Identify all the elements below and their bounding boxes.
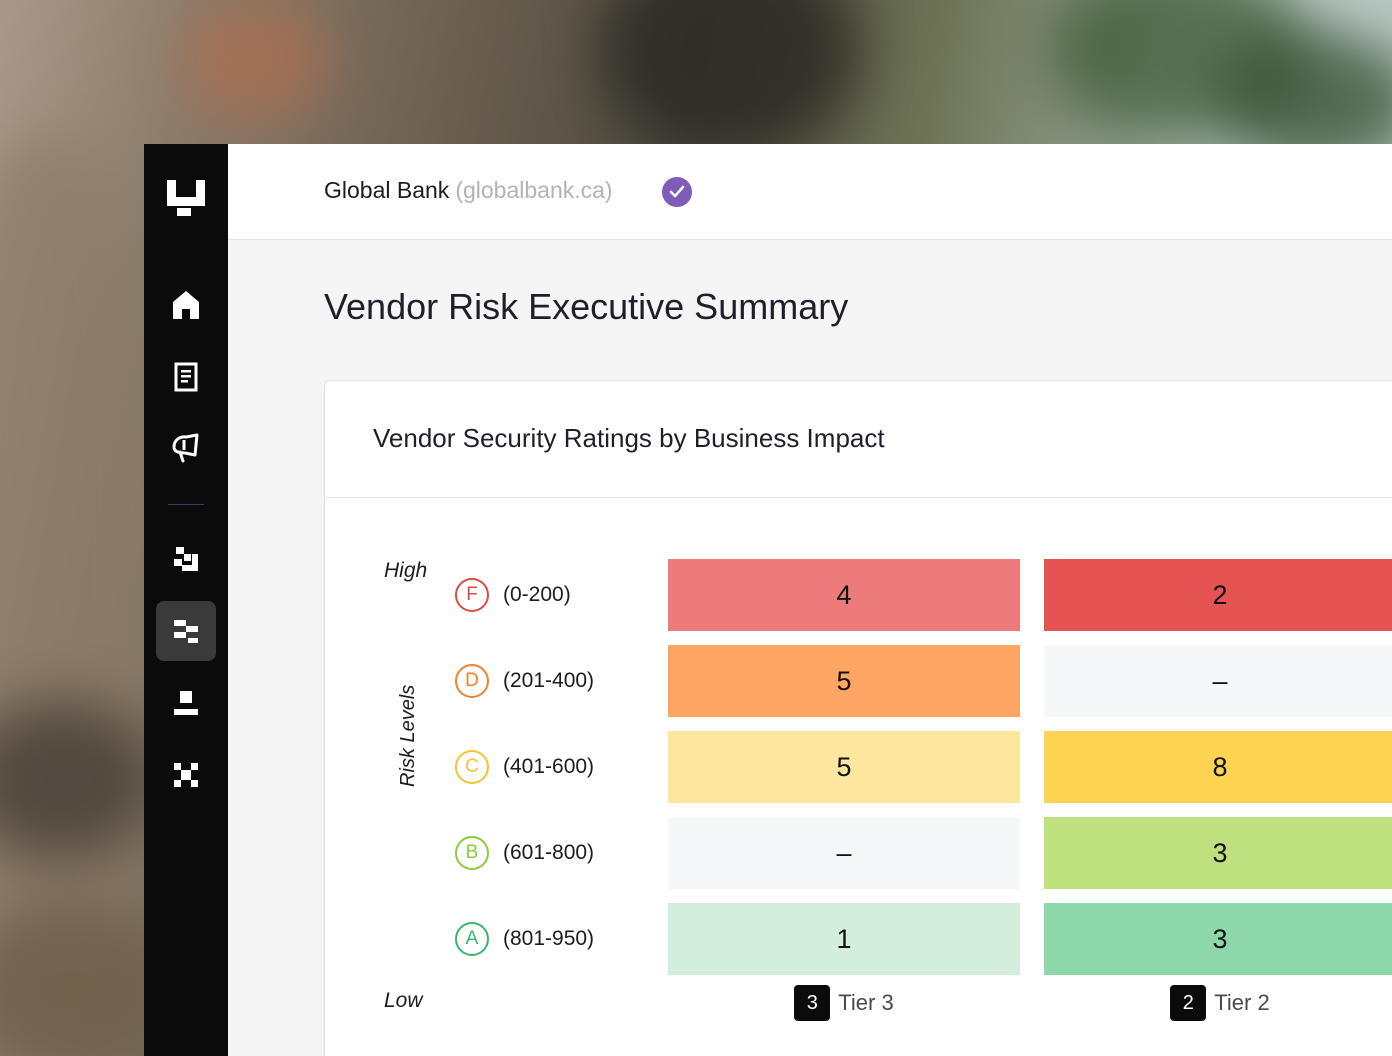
nav-announcements[interactable] — [156, 418, 216, 478]
nav-risk-matrix[interactable] — [156, 601, 216, 661]
tier-name: Tier 2 — [1214, 990, 1270, 1015]
background-shadow — [600, 0, 860, 160]
grade-row-b: B (601-800) — [455, 834, 594, 872]
pixel-squares-icon — [174, 547, 198, 571]
axis-label-low: Low — [384, 989, 423, 1012]
tier-label-2: 2 Tier 2 — [1170, 985, 1270, 1021]
grade-badge-c: C — [455, 750, 489, 784]
tier-name: Tier 3 — [838, 990, 894, 1015]
matrix-cell-tier2-a[interactable]: 3 — [1044, 903, 1392, 975]
grade-row-f: F (0-200) — [455, 576, 571, 614]
grade-range: (601-800) — [503, 841, 595, 864]
organization-name: Global Bank (globalbank.ca) — [324, 177, 613, 204]
nav-integrations[interactable] — [156, 745, 216, 805]
grade-range: (201-400) — [503, 669, 595, 692]
nav-reports[interactable] — [156, 347, 216, 407]
nav-monitoring[interactable] — [156, 673, 216, 733]
grade-row-d: D (201-400) — [455, 662, 594, 700]
organization-name-label: Global Bank — [324, 177, 450, 203]
tier-label-3: 3 Tier 3 — [794, 985, 894, 1021]
home-icon — [173, 291, 199, 319]
matrix-cell-tier3-f[interactable]: 4 — [668, 559, 1020, 631]
grade-badge-a: A — [455, 922, 489, 956]
nav-vendors[interactable] — [156, 529, 216, 589]
ratings-card: Vendor Security Ratings by Business Impa… — [324, 380, 1392, 1056]
sidebar — [144, 144, 228, 1056]
grade-badge-b: B — [455, 836, 489, 870]
brand-logo[interactable] — [167, 180, 205, 216]
matrix-cell-tier3-d[interactable]: 5 — [668, 645, 1020, 717]
axis-label-high: High — [384, 559, 428, 582]
matrix-cell-tier2-c[interactable]: 8 — [1044, 731, 1392, 803]
background-wall — [0, 140, 160, 1040]
card-title: Vendor Security Ratings by Business Impa… — [373, 423, 885, 453]
grade-row-c: C (401-600) — [455, 748, 594, 786]
organization-domain: (globalbank.ca) — [455, 177, 613, 203]
nav-divider — [168, 504, 204, 505]
tier-badge: 2 — [1170, 985, 1207, 1021]
matrix-cell-tier3-c[interactable]: 5 — [668, 731, 1020, 803]
tier-badge: 3 — [794, 985, 831, 1021]
background-furniture — [0, 700, 160, 860]
app-window: Global Bank (globalbank.ca) Vendor Risk E… — [144, 144, 1392, 1056]
background-lamp — [180, 0, 330, 120]
grade-badge-f: F — [455, 578, 489, 612]
megaphone-icon — [172, 433, 199, 463]
grade-range: (801-950) — [503, 927, 595, 950]
matrix-cell-tier3-a[interactable]: 1 — [668, 903, 1020, 975]
grade-row-a: A (801-950) — [455, 920, 594, 958]
matrix-cell-tier2-d[interactable]: – — [1044, 645, 1392, 717]
grade-range: (401-600) — [503, 755, 595, 778]
grade-range: (0-200) — [503, 583, 571, 606]
nav-home[interactable] — [156, 275, 216, 335]
card-header: Vendor Security Ratings by Business Impa… — [325, 381, 1392, 498]
top-bar: Global Bank (globalbank.ca) — [228, 144, 1392, 240]
axis-title-risk-levels: Risk Levels — [397, 684, 419, 787]
document-icon — [174, 362, 198, 392]
verified-check-icon — [662, 177, 692, 207]
hierarchy-icon — [174, 620, 198, 643]
stand-icon — [174, 691, 198, 715]
grade-badge-d: D — [455, 664, 489, 698]
x-grid-icon — [174, 763, 198, 787]
matrix-cell-tier3-b[interactable]: – — [668, 817, 1020, 889]
page-title: Vendor Risk Executive Summary — [324, 286, 849, 327]
matrix-cell-tier2-b[interactable]: 3 — [1044, 817, 1392, 889]
matrix-cell-tier2-f[interactable]: 2 — [1044, 559, 1392, 631]
